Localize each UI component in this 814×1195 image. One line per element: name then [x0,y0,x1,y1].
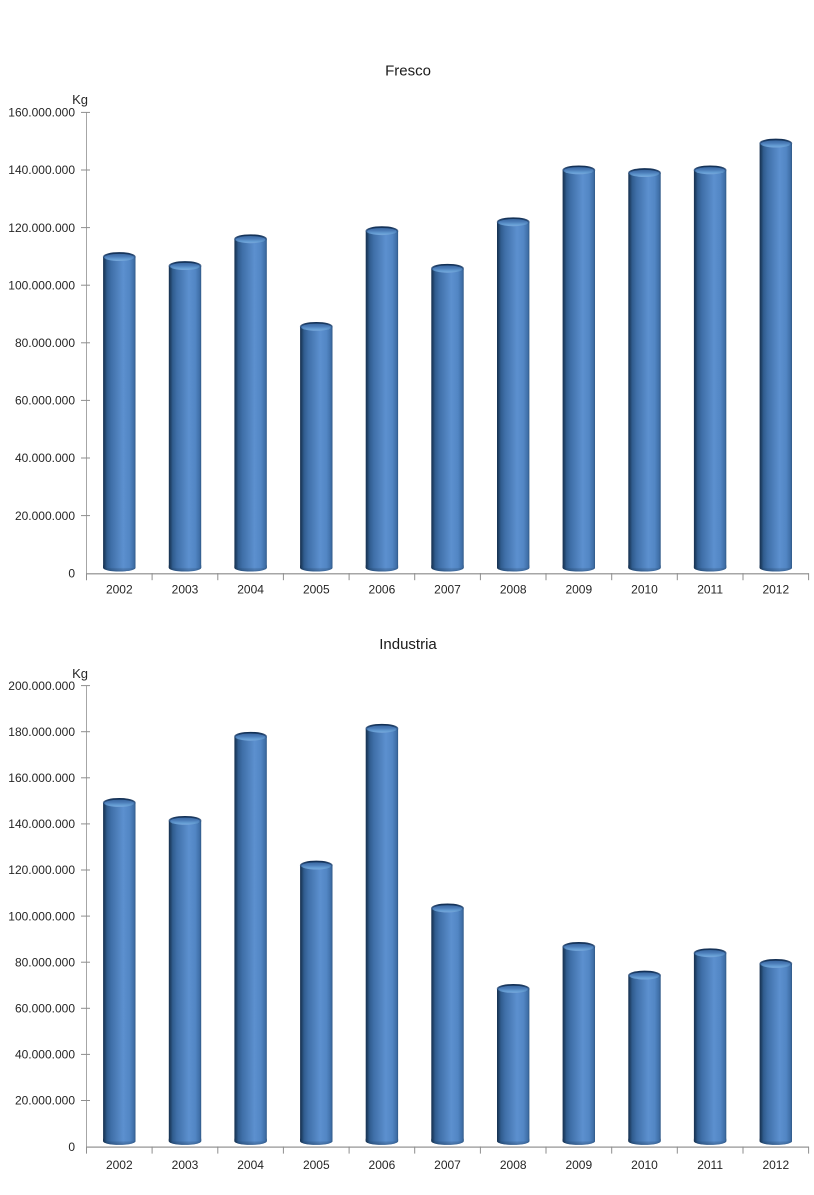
svg-text:2006: 2006 [369,583,396,597]
svg-text:2012: 2012 [762,1158,789,1172]
svg-text:2011: 2011 [697,1158,723,1172]
svg-text:100.000.000: 100.000.000 [8,278,75,292]
svg-text:120.000.000: 120.000.000 [8,863,75,877]
svg-text:2007: 2007 [434,1158,461,1172]
svg-text:2006: 2006 [369,1158,396,1172]
svg-text:80.000.000: 80.000.000 [15,955,75,969]
svg-text:Kg: Kg [72,666,88,681]
svg-text:180.000.000: 180.000.000 [8,725,75,739]
svg-text:2002: 2002 [106,1158,133,1172]
svg-text:80.000.000: 80.000.000 [15,336,75,350]
svg-text:2011: 2011 [697,583,723,597]
svg-text:160.000.000: 160.000.000 [8,771,75,785]
svg-text:2004: 2004 [237,583,264,597]
svg-text:2008: 2008 [500,583,527,597]
svg-text:2010: 2010 [631,583,658,597]
svg-text:Industria: Industria [379,636,437,653]
svg-text:2009: 2009 [565,1158,592,1172]
svg-text:100.000.000: 100.000.000 [8,909,75,923]
svg-text:20.000.000: 20.000.000 [15,509,75,523]
svg-text:2003: 2003 [172,1158,199,1172]
svg-text:120.000.000: 120.000.000 [8,221,75,235]
svg-text:2009: 2009 [565,583,592,597]
svg-text:20.000.000: 20.000.000 [15,1094,75,1108]
svg-text:2004: 2004 [237,1158,264,1172]
svg-text:160.000.000: 160.000.000 [8,106,75,120]
svg-text:40.000.000: 40.000.000 [15,1048,75,1062]
svg-text:Fresco: Fresco [385,63,431,80]
svg-text:0: 0 [68,566,75,580]
svg-text:0: 0 [68,1140,75,1154]
svg-text:200.000.000: 200.000.000 [8,679,75,693]
svg-text:140.000.000: 140.000.000 [8,817,75,831]
svg-text:2008: 2008 [500,1158,527,1172]
svg-text:40.000.000: 40.000.000 [15,451,75,465]
svg-text:Kg: Kg [72,92,88,107]
svg-text:2005: 2005 [303,1158,330,1172]
svg-text:2012: 2012 [762,583,789,597]
svg-text:2007: 2007 [434,583,461,597]
svg-text:2002: 2002 [106,583,133,597]
svg-text:60.000.000: 60.000.000 [15,1002,75,1016]
svg-text:2010: 2010 [631,1158,658,1172]
svg-text:2003: 2003 [172,583,199,597]
svg-text:60.000.000: 60.000.000 [15,394,75,408]
svg-text:2005: 2005 [303,583,330,597]
svg-text:140.000.000: 140.000.000 [8,163,75,177]
